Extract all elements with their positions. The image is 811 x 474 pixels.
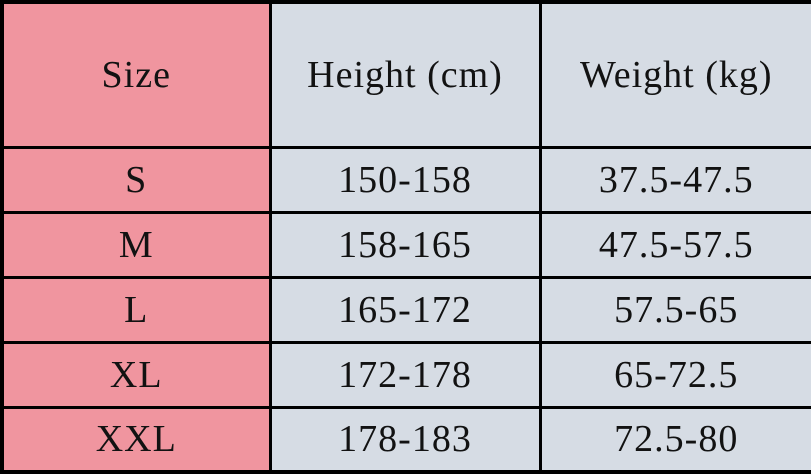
height-cell: 150-158	[268, 145, 542, 214]
weight-cell: 72.5-80	[538, 405, 811, 474]
size-cell: XXL	[0, 405, 272, 474]
header-row: Size Height (cm) Weight (kg)	[0, 0, 811, 149]
height-cell: 178-183	[268, 405, 542, 474]
table-row-xxl: XXL 178-183 72.5-80	[0, 405, 811, 474]
height-cell: 172-178	[268, 340, 542, 409]
height-cell: 165-172	[268, 275, 542, 344]
weight-cell: 65-72.5	[538, 340, 811, 409]
table-row-s: S 150-158 37.5-47.5	[0, 145, 811, 214]
size-cell: L	[0, 275, 272, 344]
size-cell: S	[0, 145, 272, 214]
size-cell: M	[0, 210, 272, 279]
weight-cell: 57.5-65	[538, 275, 811, 344]
weight-cell: 37.5-47.5	[538, 145, 811, 214]
column-header-size: Size	[0, 0, 272, 149]
weight-cell: 47.5-57.5	[538, 210, 811, 279]
column-header-weight: Weight (kg)	[538, 0, 811, 149]
table-row-m: M 158-165 47.5-57.5	[0, 210, 811, 279]
table-row-l: L 165-172 57.5-65	[0, 275, 811, 344]
size-cell: XL	[0, 340, 272, 409]
column-header-height: Height (cm)	[268, 0, 542, 149]
table-row-xl: XL 172-178 65-72.5	[0, 340, 811, 409]
height-cell: 158-165	[268, 210, 542, 279]
